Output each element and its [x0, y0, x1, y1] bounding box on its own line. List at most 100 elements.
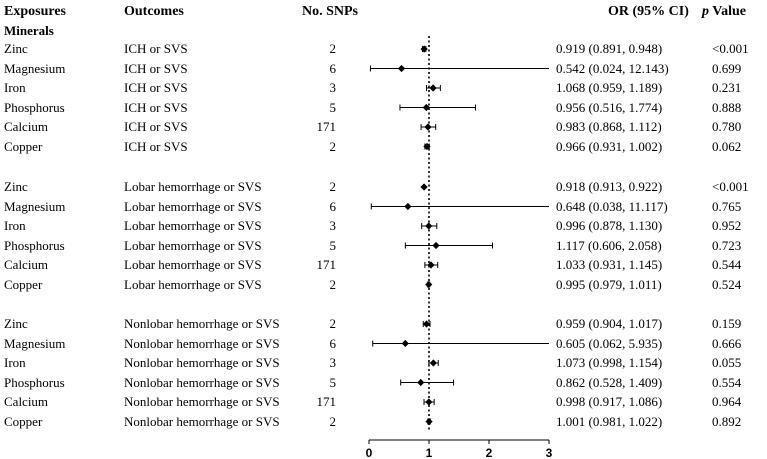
row-exposure: Phosphorus: [4, 99, 65, 115]
row-exposure: Zinc: [4, 179, 28, 194]
row-outcome: ICH or SVS: [124, 80, 188, 95]
row-snps: 2: [329, 138, 337, 154]
header-snps: No. SNPs: [302, 4, 359, 19]
row-outcome: Lobar hemorrhage or SVS: [124, 237, 262, 253]
or-point: [423, 142, 431, 151]
header-p-rest: Value: [709, 4, 746, 19]
x-tick-label: 3: [546, 446, 553, 459]
row-outcome: Nonlobar hemorrhage or SVS: [124, 374, 280, 390]
row-p-value: 0.892: [712, 413, 742, 429]
row-snps: 2: [329, 413, 337, 429]
row-snps: 5: [329, 237, 337, 253]
or-point: [425, 398, 433, 406]
row-exposure: Copper: [4, 276, 43, 292]
row-snps: 3: [329, 355, 337, 370]
row-or-ci: 1.033 (0.931, 1.145): [556, 257, 663, 272]
row-or-ci: 1.068 (0.959, 1.189): [556, 80, 663, 95]
row-snps: 5: [329, 374, 337, 390]
row-or-ci: 0.995 (0.979, 1.011): [556, 276, 662, 292]
row-p-value: 0.780: [712, 119, 742, 134]
row-p-value: 0.055: [712, 355, 742, 370]
row-snps: 6: [329, 335, 337, 351]
row-p-value: <0.001: [712, 179, 749, 194]
row-or-ci: 0.648 (0.038, 11.117): [556, 198, 668, 214]
x-tick-label: 2: [486, 446, 493, 459]
x-tick-label: 1: [426, 446, 433, 459]
row-exposure: Calcium: [4, 394, 49, 409]
row-or-ci: 0.956 (0.516, 1.774): [556, 99, 663, 115]
or-point: [417, 378, 425, 387]
header-p-value: p Value: [702, 4, 746, 20]
header-outcomes: Outcomes: [124, 4, 184, 19]
row-outcome: Lobar hemorrhage or SVS: [124, 218, 262, 233]
row-outcome: Nonlobar hemorrhage or SVS: [124, 413, 280, 429]
row-outcome: Nonlobar hemorrhage or SVS: [124, 394, 280, 409]
row-snps: 6: [329, 60, 337, 76]
row-exposure: Zinc: [4, 41, 28, 56]
row-snps: 3: [329, 80, 337, 95]
row-exposure: Phosphorus: [4, 237, 65, 253]
x-tick-label: 0: [366, 446, 373, 459]
row-snps: 5: [329, 99, 337, 115]
row-p-value: 0.699: [712, 60, 742, 76]
or-point: [425, 222, 433, 230]
row-p-value: 0.554: [712, 374, 742, 390]
row-outcome: ICH or SVS: [124, 138, 188, 154]
or-point: [397, 64, 406, 73]
row-or-ci: 1.001 (0.981, 1.022): [556, 413, 663, 429]
row-p-value: 0.723: [712, 237, 742, 253]
row-p-value: 0.964: [712, 394, 742, 409]
or-point: [401, 339, 409, 348]
row-outcome: Lobar hemorrhage or SVS: [124, 276, 262, 292]
row-snps: 171: [316, 257, 337, 272]
or-point: [420, 183, 428, 191]
or-point: [425, 280, 433, 289]
row-snps: 171: [316, 119, 337, 134]
row-p-value: 0.765: [712, 198, 742, 214]
header-or: OR (95% CI): [608, 4, 689, 19]
row-exposure: Phosphorus: [4, 374, 65, 390]
row-exposure: Iron: [4, 218, 26, 233]
row-or-ci: 0.959 (0.904, 1.017): [556, 316, 663, 331]
row-snps: 171: [316, 394, 337, 409]
row-p-value: 0.062: [712, 138, 742, 154]
row-exposure: Iron: [4, 80, 26, 95]
row-or-ci: 0.919 (0.891, 0.948): [556, 41, 663, 56]
row-outcome: Nonlobar hemorrhage or SVS: [124, 316, 280, 331]
row-exposure: Iron: [4, 355, 26, 370]
row-or-ci: 0.998 (0.917, 1.086): [556, 394, 663, 409]
or-point: [422, 103, 430, 112]
row-exposure: Copper: [4, 138, 43, 154]
row-outcome: ICH or SVS: [124, 41, 188, 56]
row-snps: 2: [329, 179, 337, 194]
row-or-ci: 0.862 (0.528, 1.409): [556, 374, 663, 390]
header-p-italic: p: [702, 4, 709, 19]
row-p-value: <0.001: [712, 41, 749, 56]
row-or-ci: 0.983 (0.868, 1.112): [556, 119, 662, 134]
row-outcome: Lobar hemorrhage or SVS: [124, 198, 262, 214]
row-p-value: 0.952: [712, 218, 742, 233]
header-exposures: Exposures: [4, 4, 66, 19]
group-label: Minerals: [4, 23, 54, 38]
row-p-value: 0.231: [712, 80, 742, 95]
row-exposure: Calcium: [4, 257, 49, 272]
or-point: [427, 261, 435, 269]
or-point: [422, 320, 431, 328]
row-p-value: 0.888: [712, 99, 742, 115]
row-snps: 2: [329, 276, 337, 292]
or-point: [425, 417, 433, 426]
row-snps: 2: [329, 316, 337, 331]
row-p-value: 0.666: [712, 335, 742, 351]
or-point: [424, 123, 432, 131]
row-or-ci: 0.605 (0.062, 5.935): [556, 335, 663, 351]
or-point: [429, 84, 437, 92]
row-or-ci: 1.117 (0.606, 2.058): [556, 237, 662, 253]
row-exposure: Magnesium: [4, 60, 66, 76]
row-outcome: Lobar hemorrhage or SVS: [124, 257, 262, 272]
row-outcome: ICH or SVS: [124, 119, 188, 134]
row-outcome: Nonlobar hemorrhage or SVS: [124, 335, 280, 351]
row-p-value: 0.544: [712, 257, 742, 272]
row-or-ci: 1.073 (0.998, 1.154): [556, 355, 663, 370]
